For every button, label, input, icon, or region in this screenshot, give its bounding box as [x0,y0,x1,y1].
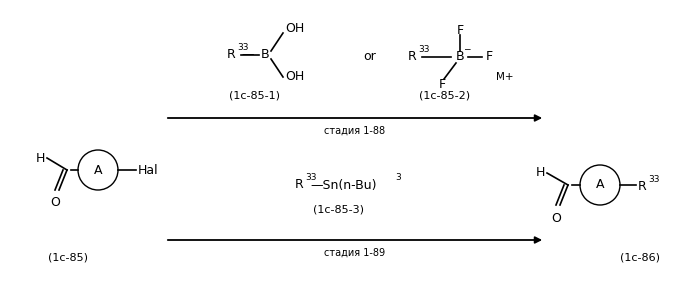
Text: R: R [408,50,417,63]
Text: 3: 3 [395,173,401,183]
Text: —Sn(n-Bu): —Sn(n-Bu) [310,179,377,192]
Text: F: F [438,79,445,92]
Text: R: R [227,48,236,62]
Text: H: H [535,166,545,179]
Text: M+: M+ [496,72,514,82]
Text: R: R [295,179,304,192]
Text: Hal: Hal [138,164,159,177]
Text: (1c-85-2): (1c-85-2) [419,90,470,100]
Text: 33: 33 [418,46,429,54]
Text: 33: 33 [305,173,317,183]
Text: OH: OH [285,22,304,35]
Text: (1c-86): (1c-86) [620,253,660,263]
Text: F: F [486,50,493,63]
Text: or: or [363,50,376,63]
Text: O: O [50,196,60,209]
Text: B: B [456,50,464,63]
Text: −: − [463,45,470,54]
Text: 33: 33 [237,43,249,52]
Text: стадия 1-89: стадия 1-89 [324,248,386,258]
Text: (1c-85-3): (1c-85-3) [312,205,363,215]
Text: OH: OH [285,71,304,84]
Text: (1c-85): (1c-85) [48,253,88,263]
Text: 33: 33 [648,175,659,183]
Text: F: F [456,24,463,37]
Text: —: — [241,48,254,62]
Text: B: B [261,48,269,62]
Text: A: A [596,179,604,192]
Text: O: O [551,211,561,225]
Text: R: R [638,179,647,192]
Text: (1c-85-1): (1c-85-1) [229,90,280,100]
Text: стадия 1-88: стадия 1-88 [324,126,386,136]
Text: A: A [94,164,102,177]
Text: H: H [36,151,45,164]
